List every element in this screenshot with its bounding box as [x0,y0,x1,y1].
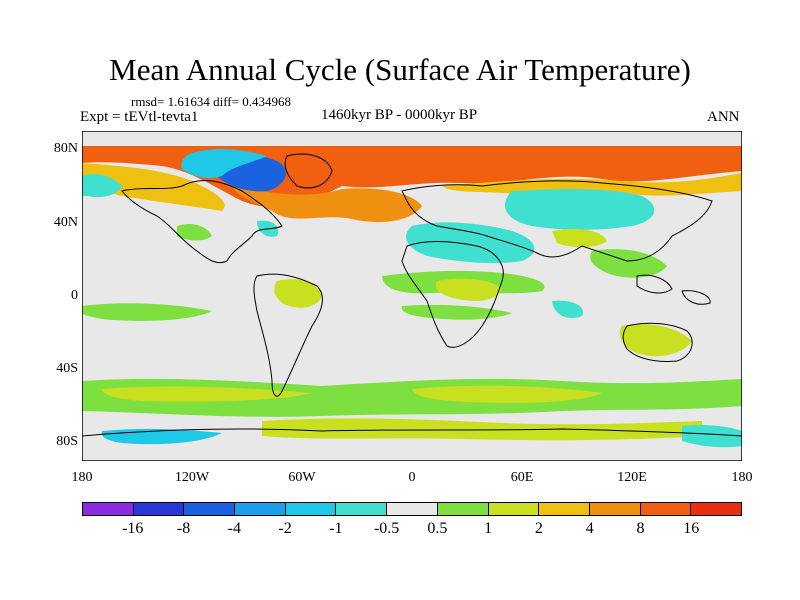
nh-high-lat-warm-region [82,163,225,211]
tibet-warm-region [552,229,607,248]
ross-sea-cool [682,424,742,448]
colorbar-swatch [336,503,388,515]
canada-cool-region [181,149,267,179]
siberia-cool-region [504,188,655,230]
colorbar-swatch [235,503,286,515]
west-pacific-warm [590,249,667,278]
colorbar-swatch [133,503,185,515]
southern-ocean-yellow-band [102,386,312,402]
tropical-pacific-warm [82,303,212,321]
y-tick-80n: 80N [53,141,78,156]
anomaly-map [82,131,742,461]
colorbar [82,502,742,516]
colorbar-swatch [387,503,438,515]
map-canvas [82,131,742,461]
colorbar-label: -1 [329,520,343,537]
colorbar-swatch [184,503,236,515]
antarctica-warm [262,418,702,441]
x-tick-0: 0 [408,470,416,485]
africa-tropical-warm [435,278,502,301]
north-atlantic-warm-region [232,186,422,223]
x-tick-60w: 60W [288,470,316,485]
colorbar-label: -4 [227,520,241,537]
colorbar-label: 1 [484,520,493,537]
colorbar-swatch [285,503,337,515]
colorbar-label: 8 [636,520,645,537]
colorbar-swatch [640,503,692,515]
experiment-label: Expt = tEVtl-tevta1 [80,109,199,125]
x-tick-60e: 60E [510,470,534,485]
colorbar-label: -2 [278,520,292,537]
x-tick-120e: 120E [617,470,647,485]
y-tick-0: 0 [71,288,78,303]
y-tick-40n: 40N [53,215,78,230]
indian-ocean-cool [552,300,583,319]
colorbar-swatch [83,503,134,515]
colorbar-label: -0.5 [373,520,400,537]
season-label: ANN [707,109,740,125]
south-america-warm [274,279,322,308]
alaska-cool-region [82,174,122,198]
plot-title: Mean Annual Cycle (Surface Air Temperatu… [109,52,691,87]
colorbar-label: 2 [534,520,543,537]
y-tick-80s: 80S [56,434,78,449]
colorbar-label: -16 [122,520,144,537]
colorbar-swatch [691,503,741,515]
colorbar-swatch [437,503,489,515]
y-tick-40s: 40S [56,361,78,376]
colorbar-swatch [539,503,590,515]
colorbar-label: -8 [176,520,191,537]
middle-east-cool-region [406,222,535,264]
x-tick-180e: 180 [731,470,753,485]
colorbar-swatch [589,503,641,515]
na-midlat-warm-region [177,224,212,241]
southern-ocean-yellow-band-2 [412,385,602,403]
colorbar-label: 16 [683,520,700,537]
coastlines [82,153,742,437]
x-tick-180w: 180 [71,470,93,485]
period-label: 1460kyr BP - 0000kyr BP [321,107,478,123]
southern-ocean-warm-band [82,378,742,417]
colorbar-label: 0.5 [427,520,448,537]
x-tick-120w: 120W [174,470,210,485]
stats-label: rmsd= 1.61634 diff= 0.434968 [131,94,291,109]
colorbar-swatch [488,503,540,515]
australia-warm [619,324,692,357]
colorbar-label: 4 [585,520,594,537]
